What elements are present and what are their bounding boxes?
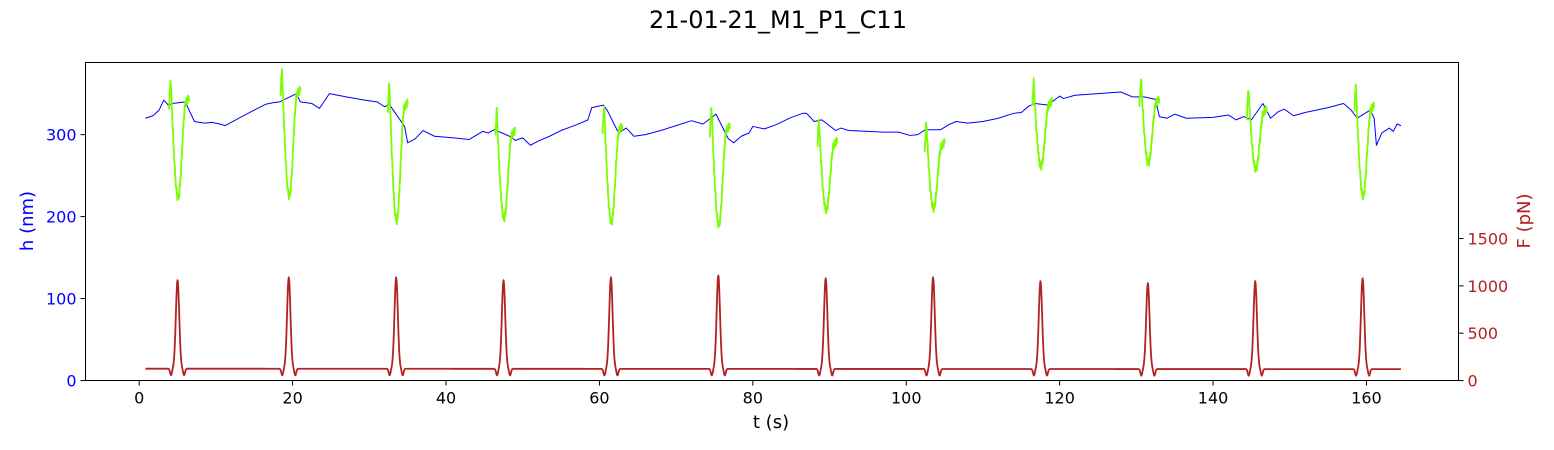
compression-event-line [1138, 78, 1161, 167]
compression-event-line [708, 107, 731, 229]
compression-event-line [1031, 77, 1053, 171]
x-axis-label: t (s) [753, 412, 789, 433]
y-axis-right-label: F (pN) [1514, 193, 1535, 248]
compression-event-line [923, 121, 946, 213]
compression-event-line [816, 118, 839, 215]
series-group [144, 68, 1402, 377]
x-tick-label: 100 [891, 389, 922, 408]
y-right-tick-label: 1500 [1468, 230, 1509, 249]
compression-event-line [601, 105, 624, 226]
compression-event-line [1245, 89, 1268, 173]
compression-event-line [1353, 83, 1376, 201]
y-left-tick-label: 300 [46, 126, 77, 145]
height-series-line [145, 91, 1402, 146]
compression-event-line [168, 79, 190, 202]
compression-event-line [279, 68, 302, 201]
y-axis-left-label: h (nm) [17, 191, 38, 251]
y-left-tick-label: 200 [46, 208, 77, 227]
y-right-tick-label: 500 [1468, 324, 1499, 343]
x-tick-label: 40 [436, 389, 456, 408]
chart-title: 21-01-21_M1_P1_C11 [649, 6, 907, 34]
y-axis-left: 0 100 200 300 [46, 126, 86, 391]
plot-frame [85, 62, 1459, 381]
x-tick-label: 60 [589, 389, 609, 408]
x-tick-label: 80 [743, 389, 763, 408]
y-left-tick-label: 100 [46, 290, 77, 309]
y-axis-right: 0 500 1000 1500 [1458, 230, 1509, 391]
x-tick-label: 160 [1351, 389, 1382, 408]
y-right-tick-label: 1000 [1468, 277, 1509, 296]
compression-event-line [494, 107, 516, 223]
x-axis: 0 20 40 60 80 100 120 140 160 [134, 380, 1382, 408]
x-tick-label: 0 [134, 389, 144, 408]
x-tick-label: 120 [1044, 389, 1075, 408]
y-left-tick-label: 0 [66, 372, 76, 391]
force-series-line [144, 274, 1402, 377]
x-tick-label: 140 [1198, 389, 1229, 408]
x-tick-label: 20 [282, 389, 302, 408]
y-right-tick-label: 0 [1468, 372, 1478, 391]
compression-event-line [386, 82, 409, 226]
